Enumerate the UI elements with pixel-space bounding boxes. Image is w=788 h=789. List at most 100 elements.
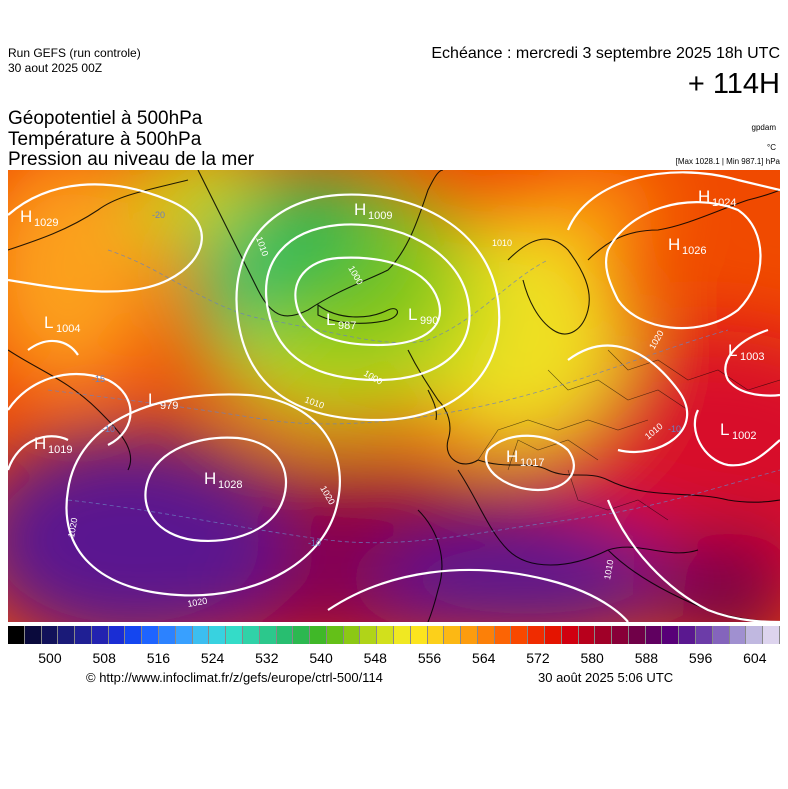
center-l979-letter: L: [148, 390, 157, 409]
field-geopotential-label: Géopotentiel à 500hPa: [8, 108, 203, 129]
color-swatch: [259, 626, 277, 644]
color-swatch: [226, 626, 243, 644]
center-l990-value: 990: [420, 315, 438, 327]
center-h1019-letter: H: [34, 434, 46, 453]
color-swatch: [477, 626, 495, 644]
color-scale-tick-label: 508: [92, 650, 116, 666]
isobars: [8, 171, 780, 622]
color-swatch: [696, 626, 713, 644]
color-swatch: [8, 626, 25, 644]
center-l987-letter: L: [326, 310, 335, 329]
color-swatch: [343, 626, 361, 644]
color-swatch: [645, 626, 663, 644]
run-title: Run GEFS (run controle): [8, 46, 141, 60]
forecast-valid-time: Echéance : mercredi 3 septembre 2025 18h…: [431, 45, 780, 62]
center-h1029-value: 1029: [34, 217, 58, 229]
color-swatch: [175, 626, 193, 644]
center-l979-value: 979: [160, 400, 178, 412]
center-h1019-value: 1019: [48, 444, 72, 456]
center-h1009-letter: H: [354, 200, 366, 219]
color-swatch: [763, 626, 780, 644]
geopotential-field: [8, 170, 780, 622]
color-scale-tick-label: 564: [472, 650, 496, 666]
center-l1002-letter: L: [720, 420, 729, 439]
center-h1017-letter: H: [506, 447, 518, 466]
color-swatch: [410, 626, 428, 644]
isotherm-label: -10: [308, 538, 321, 548]
color-swatch: [326, 626, 344, 644]
color-swatch: [729, 626, 747, 644]
center-l987-value: 987: [338, 320, 356, 332]
color-swatch: [24, 626, 42, 644]
color-swatch: [444, 626, 462, 644]
color-swatch: [578, 626, 596, 644]
color-swatch: [192, 626, 210, 644]
color-scale-bar: [8, 626, 780, 644]
color-swatch: [159, 626, 176, 644]
color-swatch: [511, 626, 529, 644]
color-swatch: [293, 626, 311, 644]
color-swatch: [242, 626, 260, 644]
center-l1004-value: 1004: [56, 323, 80, 335]
center-h1028-letter: H: [204, 469, 216, 488]
field-temperature-label: Température à 500hPa: [8, 129, 202, 150]
color-swatch: [561, 626, 579, 644]
color-swatch: [209, 626, 227, 644]
color-swatch: [58, 626, 76, 644]
center-h1017-value: 1017: [520, 457, 544, 469]
color-scale-tick-label: 556: [417, 650, 442, 666]
unit-temperature: °C: [767, 143, 776, 152]
color-swatch: [679, 626, 697, 644]
color-scale-tick-label: 580: [580, 650, 604, 666]
isobar-label: 1010: [602, 559, 615, 580]
color-swatch: [393, 626, 411, 644]
color-swatch: [612, 626, 629, 644]
color-swatch: [712, 626, 730, 644]
isotherm-label: -10: [102, 424, 115, 434]
isotherm-label: -10: [668, 424, 681, 434]
source-credit: © http://www.infoclimat.fr/z/gefs/europe…: [86, 670, 383, 685]
country-borders: [477, 349, 780, 521]
color-swatch: [628, 626, 646, 644]
color-scale-tick-label: 596: [688, 650, 713, 666]
isobar-label: 1020: [187, 596, 208, 609]
color-scale-tick-label: 516: [146, 650, 171, 666]
center-h1029-letter: H: [20, 207, 32, 226]
color-swatch: [41, 626, 59, 644]
isotherm-label: -15: [92, 374, 105, 384]
color-scale-tick-label: 572: [526, 650, 550, 666]
color-swatch: [108, 626, 126, 644]
center-l1003-value: 1003: [740, 351, 764, 363]
color-swatch: [125, 626, 143, 644]
weather-map: H 1029 H 1009 H 1024 H 1026 L 1004 L 987…: [8, 170, 780, 622]
center-h1026-letter: H: [668, 235, 680, 254]
isobar-label: 1010: [492, 238, 512, 248]
isotherm-label: -20: [152, 210, 165, 220]
color-swatch: [545, 626, 562, 644]
color-scale-tick-label: 588: [634, 650, 659, 666]
color-swatch: [528, 626, 545, 644]
center-l1003-letter: L: [728, 341, 737, 360]
color-swatch: [91, 626, 109, 644]
color-swatch: [377, 626, 394, 644]
pressure-max-min: [Max 1028.1 | Min 987.1] hPa: [675, 157, 780, 166]
color-scale-tick-label: 524: [200, 650, 225, 666]
isotherm-value-labels: -20 -15 -10 -10 -10: [92, 210, 681, 548]
color-swatch: [75, 626, 92, 644]
color-swatch: [746, 626, 764, 644]
lead-time: + 114H: [687, 68, 780, 100]
color-scale-tick-label: 500: [38, 650, 62, 666]
center-l1002-value: 1002: [732, 430, 756, 442]
center-l1004-letter: L: [44, 313, 53, 332]
field-pressure-label: Pression au niveau de la mer: [8, 149, 255, 170]
center-h1024-letter: H: [698, 187, 710, 206]
color-swatch: [310, 626, 327, 644]
pressure-center-labels: H 1029 H 1009 H 1024 H 1026 L 1004 L 987…: [20, 187, 764, 491]
color-swatch: [427, 626, 445, 644]
generation-time: 30 août 2025 5:06 UTC: [538, 670, 674, 685]
unit-geopotential: gpdam: [751, 123, 776, 132]
color-swatch: [142, 626, 160, 644]
color-scale-tick-label: 532: [255, 650, 279, 666]
color-swatch: [494, 626, 512, 644]
color-scale-tick-label: 540: [309, 650, 333, 666]
